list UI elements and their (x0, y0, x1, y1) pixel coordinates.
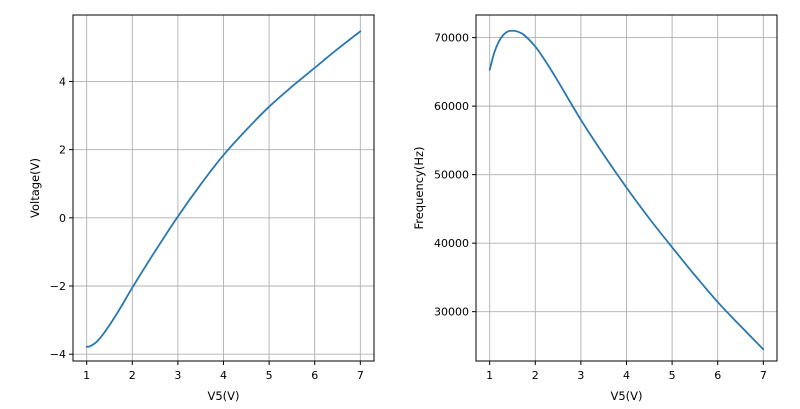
x-tick-label: 4 (623, 369, 630, 382)
x-tick-label: 6 (311, 369, 318, 382)
x-tick-label: 5 (669, 369, 676, 382)
y-axis-label: Frequency(Hz) (412, 146, 426, 229)
x-tick-label: 1 (83, 369, 90, 382)
y-tick-label: 40000 (434, 237, 469, 250)
series-line (85, 30, 362, 348)
x-tick-label: 5 (266, 369, 273, 382)
x-tick-label: 4 (220, 369, 227, 382)
y-tick-label: 60000 (434, 100, 469, 113)
x-tick-label: 1 (486, 369, 493, 382)
y-tick-label: 0 (59, 212, 66, 225)
y-tick-label: 4 (59, 75, 66, 88)
y-tick-label: −4 (50, 348, 66, 361)
x-axis-label: V5(V) (610, 389, 642, 403)
y-axis-label: Voltage(V) (28, 158, 42, 218)
x-tick-label: 3 (174, 369, 181, 382)
x-tick-label: 6 (714, 369, 721, 382)
y-tick-label: 50000 (434, 169, 469, 182)
chart-voltage: 1 2 3 4 5 6 7 −4 −2 0 2 4 V5(V) Voltage(V) (28, 14, 375, 403)
y-tick-label: 30000 (434, 306, 469, 319)
y-tick-label: 70000 (434, 32, 469, 45)
x-axis-label: V5(V) (207, 389, 239, 403)
x-tick-label: 3 (577, 369, 584, 382)
x-tick-label: 7 (760, 369, 767, 382)
x-tick-label: 7 (357, 369, 364, 382)
x-tick-label: 2 (129, 369, 136, 382)
chart-frequency: 1 2 3 4 5 6 7 30000 40000 50000 60000 70000 V5(V) F… (412, 14, 778, 403)
y-tick-label: −2 (50, 280, 66, 293)
series-line (488, 29, 765, 351)
x-tick-label: 2 (532, 369, 539, 382)
y-tick-label: 2 (59, 144, 66, 157)
